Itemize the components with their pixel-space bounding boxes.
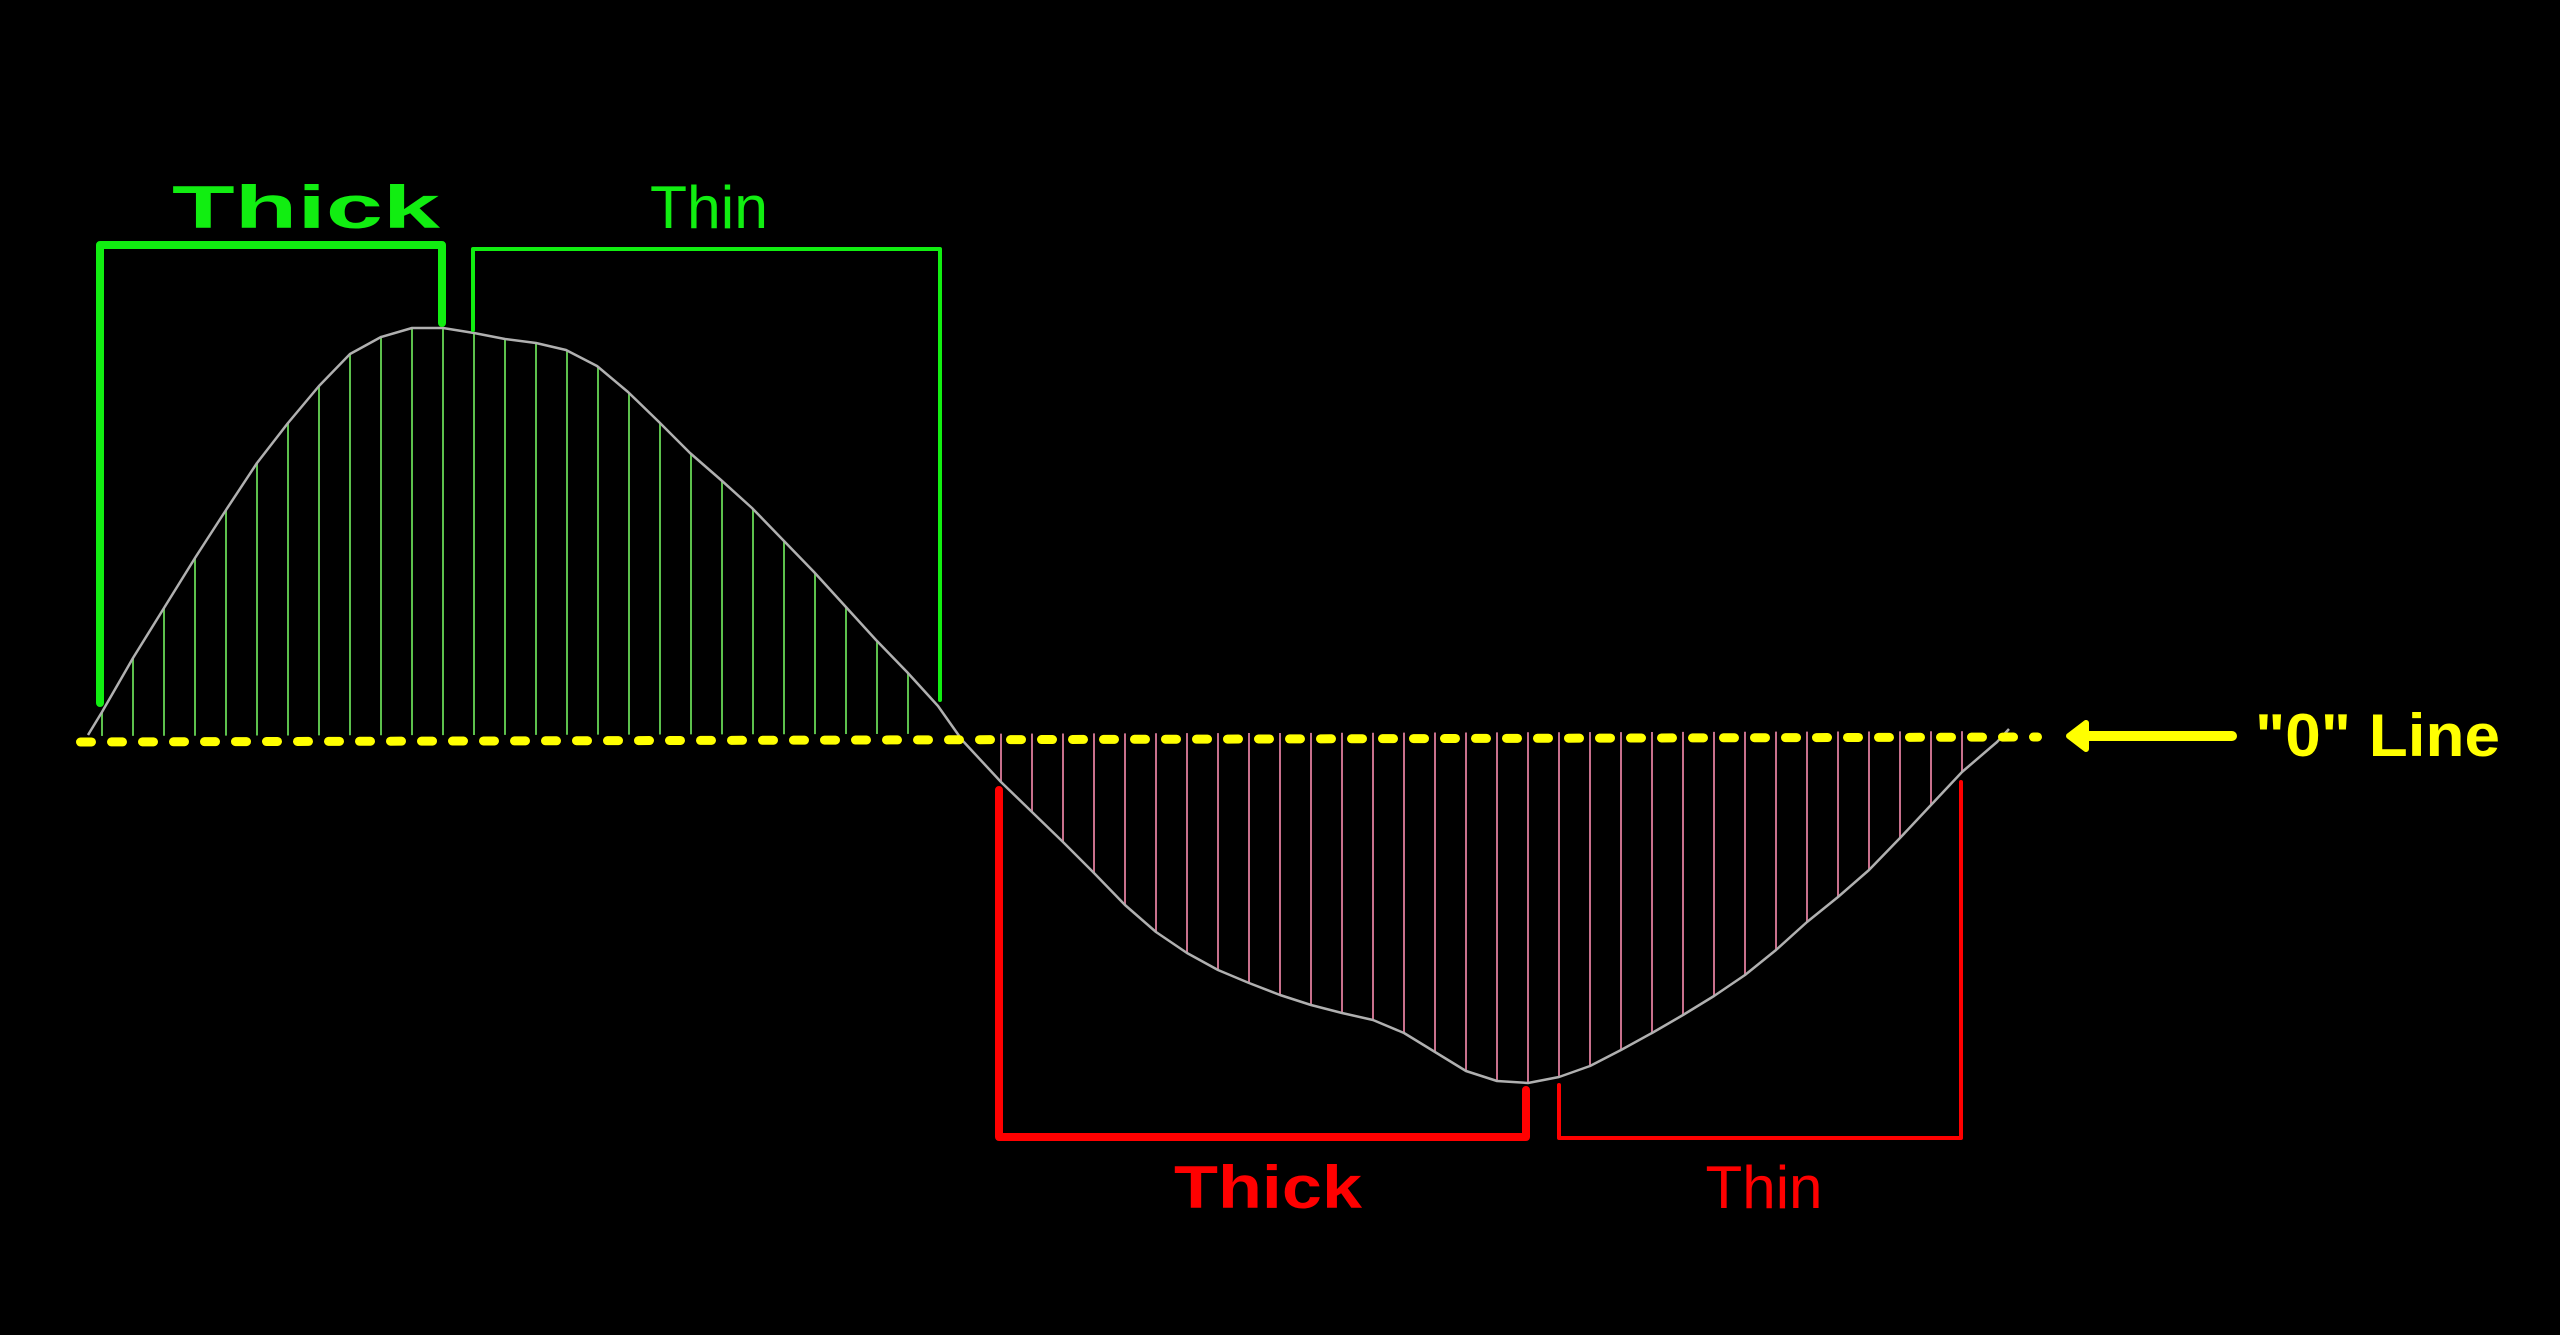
positive-thin-bracket	[471, 247, 942, 702]
positive-brackets: Thick Thin	[96, 174, 942, 707]
positive-thin-label: Thin	[650, 174, 768, 241]
negative-brackets: Thick Thin	[995, 780, 1963, 1221]
positive-thick-label: Thick	[172, 174, 441, 241]
negative-thin-label: Thin	[1706, 1154, 1823, 1221]
positive-half-hatching	[101, 328, 909, 736]
arrow-left-icon	[2066, 720, 2089, 752]
negative-thin-bracket	[1557, 780, 1963, 1140]
positive-thick-bracket	[96, 241, 446, 707]
negative-half-hatching	[1000, 731, 1963, 1083]
negative-thick-bracket	[995, 786, 1530, 1141]
negative-thick-label: Thick	[1174, 1154, 1363, 1221]
waveform-curve	[86, 326, 2010, 1085]
zero-line-pointer	[2066, 720, 2237, 752]
zero-line-label: "0" Line	[2255, 702, 2500, 769]
